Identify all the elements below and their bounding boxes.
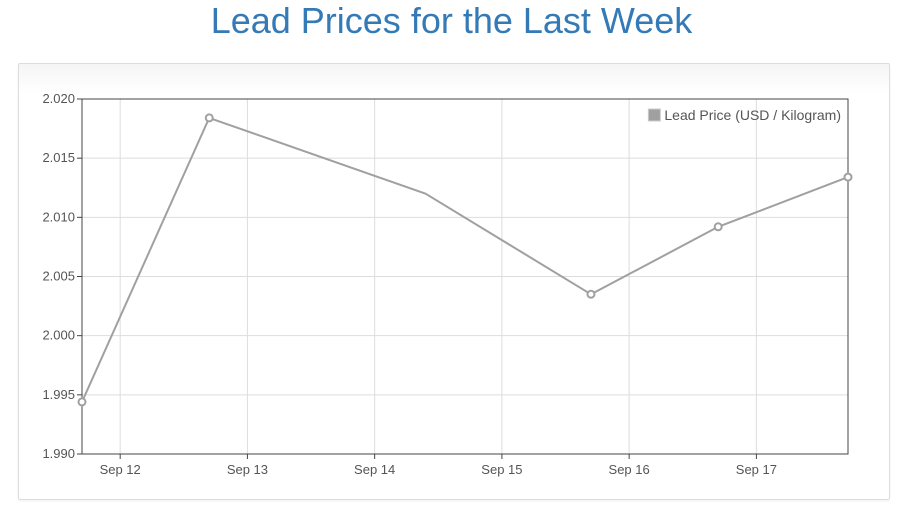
legend: Lead Price (USD / Kilogram) <box>647 107 841 123</box>
legend-swatch <box>647 108 661 122</box>
series-line <box>81 116 849 403</box>
y-tick-label: 1.995 <box>42 387 75 402</box>
page-title: Lead Prices for the Last Week <box>210 0 693 41</box>
x-axis-ticks: Sep 12 Sep 13 Sep 14 Sep 15 Sep 16 Sep 17 <box>100 454 777 477</box>
data-point <box>586 289 596 299</box>
y-tick-label: 2.005 <box>42 269 75 284</box>
data-point <box>713 222 723 232</box>
line-chart: 1.990 1.995 2.000 2.005 2.010 2.015 2.020 Sep … <box>42 91 853 477</box>
x-tick-label: Sep 14 <box>354 462 395 477</box>
data-point <box>77 397 87 407</box>
data-point <box>843 172 853 182</box>
y-tick-label: 2.000 <box>42 328 75 343</box>
y-tick-label: 1.990 <box>42 446 75 461</box>
x-tick-label: Sep 17 <box>736 462 777 477</box>
x-tick-label: Sep 12 <box>100 462 141 477</box>
series-layer <box>77 113 853 407</box>
legend-label: Lead Price (USD / Kilogram) <box>664 107 841 123</box>
grid-lines <box>82 99 848 454</box>
chart-card: 1.990 1.995 2.000 2.005 2.010 2.015 2.020 Sep … <box>18 63 890 500</box>
y-tick-label: 2.015 <box>42 150 75 165</box>
data-point <box>204 113 214 123</box>
x-tick-label: Sep 15 <box>481 462 522 477</box>
y-tick-label: 2.010 <box>42 209 75 224</box>
y-tick-label: 2.020 <box>42 91 75 106</box>
x-tick-label: Sep 16 <box>609 462 650 477</box>
y-axis-ticks: 1.990 1.995 2.000 2.005 2.010 2.015 2.020 <box>42 91 82 461</box>
x-tick-label: Sep 13 <box>227 462 268 477</box>
